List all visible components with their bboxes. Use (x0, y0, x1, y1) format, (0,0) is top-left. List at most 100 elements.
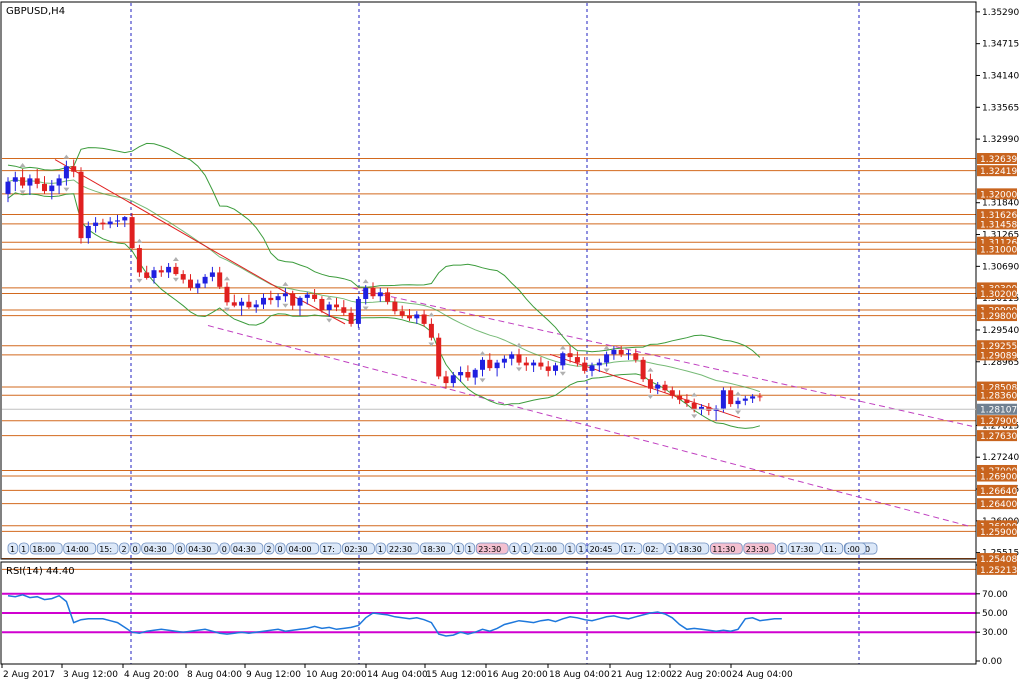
candle-body[interactable] (85, 225, 91, 239)
candle-body[interactable] (538, 362, 544, 367)
candle-body[interactable] (268, 297, 274, 301)
candle-body[interactable] (669, 390, 675, 396)
candle-body[interactable] (545, 366, 551, 371)
candle-body[interactable] (136, 248, 142, 273)
candle-body[interactable] (107, 221, 113, 225)
event-marker[interactable] (665, 542, 676, 555)
event-marker[interactable] (18, 542, 30, 555)
candle-body[interactable] (261, 297, 266, 305)
candle-body[interactable] (611, 349, 617, 355)
candle-body[interactable] (523, 362, 529, 366)
candle-body[interactable] (596, 362, 602, 366)
candle-body[interactable] (567, 353, 573, 358)
candle-body[interactable] (742, 398, 748, 401)
event-marker[interactable] (63, 542, 97, 555)
channel-lower-line[interactable] (207, 325, 973, 528)
event-marker[interactable] (96, 542, 119, 555)
candle-body[interactable] (282, 293, 288, 297)
event-marker[interactable] (509, 542, 520, 555)
event-marker[interactable] (821, 542, 844, 555)
candle-body[interactable] (750, 396, 756, 399)
candle-body[interactable] (180, 274, 186, 280)
candle-body[interactable] (647, 379, 653, 389)
candle-body[interactable] (129, 217, 135, 249)
candle-body[interactable] (677, 395, 683, 400)
candle-body[interactable] (735, 400, 741, 405)
candle-body[interactable] (166, 266, 172, 273)
candle-body[interactable] (443, 376, 449, 384)
candle-body[interactable] (421, 314, 427, 324)
candle-body[interactable] (618, 349, 624, 355)
candle-body[interactable] (589, 365, 595, 371)
candle-body[interactable] (699, 406, 704, 410)
candle-body[interactable] (122, 217, 128, 221)
event-marker[interactable] (230, 542, 264, 555)
candle-body[interactable] (465, 372, 471, 378)
rsi-series-line[interactable] (7, 594, 782, 637)
event-marker[interactable] (576, 542, 587, 555)
event-marker[interactable] (174, 542, 186, 555)
event-marker[interactable] (119, 542, 130, 555)
candle-body[interactable] (275, 296, 281, 301)
trendline[interactable] (277, 287, 346, 325)
candle-body[interactable] (151, 270, 157, 278)
candle-body[interactable] (115, 220, 120, 222)
candle-body[interactable] (290, 293, 296, 306)
event-marker[interactable] (776, 542, 788, 555)
candle-body[interactable] (217, 272, 223, 287)
candle-body[interactable] (560, 353, 566, 366)
event-marker[interactable] (130, 542, 141, 555)
candle-body[interactable] (319, 298, 325, 311)
candle-body[interactable] (231, 302, 237, 306)
event-marker[interactable] (475, 542, 509, 555)
candle-body[interactable] (720, 390, 726, 409)
candle-body[interactable] (49, 185, 55, 192)
candle-body[interactable] (363, 287, 369, 299)
candle-body[interactable] (253, 304, 259, 308)
candle-body[interactable] (655, 384, 661, 389)
candle-body[interactable] (691, 402, 697, 410)
event-marker[interactable] (7, 542, 19, 555)
candle-body[interactable] (377, 292, 383, 297)
candle-body[interactable] (428, 323, 434, 338)
candle-body[interactable] (355, 298, 361, 324)
candle-body[interactable] (27, 178, 33, 186)
candle-body[interactable] (450, 375, 456, 384)
candle-body[interactable] (195, 283, 201, 288)
event-marker[interactable] (676, 542, 710, 555)
candle-body[interactable] (93, 222, 99, 226)
candle-body[interactable] (304, 294, 310, 298)
candle-body[interactable] (312, 294, 318, 299)
candle-body[interactable] (334, 304, 339, 308)
event-marker[interactable] (844, 542, 867, 555)
candle-body[interactable] (728, 390, 734, 405)
event-marker[interactable] (587, 542, 620, 555)
candle-body[interactable] (341, 307, 347, 313)
candle-body[interactable] (326, 304, 332, 311)
channel-upper-line[interactable] (351, 287, 973, 427)
candle-body[interactable] (392, 301, 398, 312)
candle-body[interactable] (684, 399, 690, 403)
candle-body[interactable] (209, 272, 215, 277)
event-marker[interactable] (531, 542, 565, 555)
event-marker[interactable] (375, 542, 386, 555)
candle-body[interactable] (640, 359, 646, 380)
event-marker[interactable] (520, 542, 531, 555)
candle-body[interactable] (516, 354, 522, 363)
candle-body[interactable] (158, 270, 164, 273)
candle-body[interactable] (385, 292, 391, 302)
event-marker[interactable] (341, 542, 375, 555)
candle-body[interactable] (173, 266, 179, 275)
event-marker[interactable] (643, 542, 665, 555)
event-marker[interactable] (275, 542, 286, 555)
event-marker[interactable] (620, 542, 643, 555)
candle-body[interactable] (662, 384, 668, 391)
candle-body[interactable] (407, 315, 412, 319)
candle-body[interactable] (188, 279, 193, 288)
candle-body[interactable] (246, 301, 252, 308)
event-marker[interactable] (319, 542, 342, 555)
candle-body[interactable] (494, 362, 500, 369)
candle-body[interactable] (63, 166, 69, 179)
candle-body[interactable] (757, 396, 763, 398)
